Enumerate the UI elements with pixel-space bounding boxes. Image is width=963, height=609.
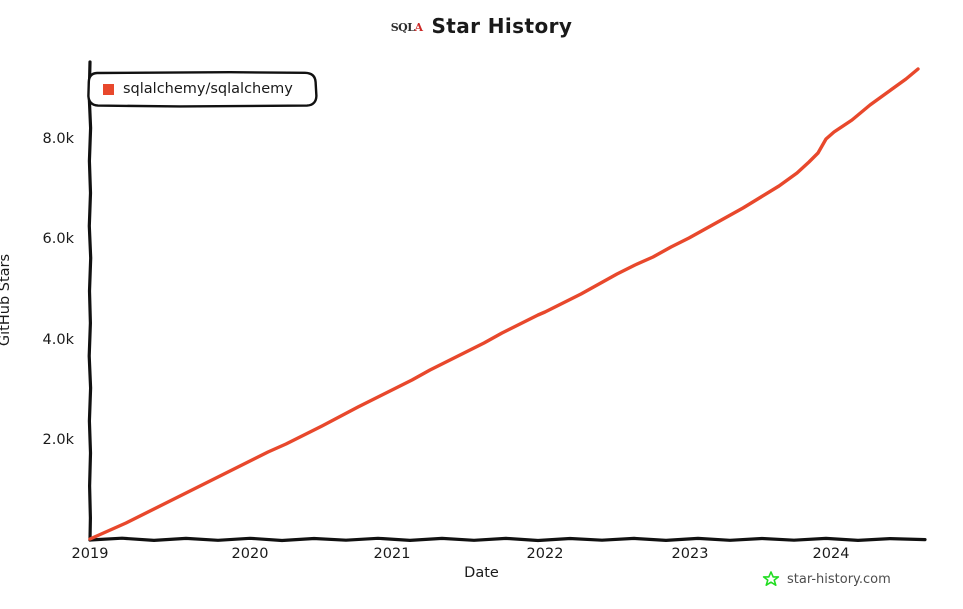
star-icon bbox=[762, 571, 780, 587]
y-tick-label-2k: 2.0k bbox=[42, 432, 74, 448]
x-tick-label-2019: 2019 bbox=[71, 546, 109, 562]
y-tick-label-8k: 8.0k bbox=[42, 131, 74, 147]
page-title: Star History bbox=[431, 14, 573, 38]
y-axis-line bbox=[87, 60, 93, 542]
logo-sql-text: SQL bbox=[390, 20, 415, 34]
y-axis-title: GitHub Stars bbox=[0, 253, 13, 347]
logo-a-text: A bbox=[414, 20, 423, 34]
chart-title-block: SQL A Star History bbox=[0, 14, 963, 38]
x-tick-label-2024: 2024 bbox=[812, 546, 850, 562]
chart-legend[interactable]: sqlalchemy/sqlalchemy bbox=[90, 74, 309, 105]
legend-item-label: sqlalchemy/sqlalchemy bbox=[123, 81, 293, 97]
x-tick-label-2020: 2020 bbox=[231, 546, 269, 562]
x-tick-label-2022: 2022 bbox=[526, 546, 564, 562]
x-tick-label-2021: 2021 bbox=[373, 546, 411, 562]
x-tick-label-2023: 2023 bbox=[671, 546, 709, 562]
watermark-text: star-history.com bbox=[787, 571, 891, 587]
series-line-sqlalchemy bbox=[88, 67, 920, 541]
legend-frame bbox=[87, 71, 318, 108]
x-axis-title: Date bbox=[464, 565, 499, 581]
y-tick-label-4k: 4.0k bbox=[42, 332, 74, 348]
sqlalchemy-logo-icon: SQL A bbox=[391, 22, 423, 33]
y-tick-label-6k: 6.0k bbox=[42, 231, 74, 247]
legend-swatch-icon bbox=[103, 83, 114, 95]
watermark[interactable]: star-history.com bbox=[762, 570, 891, 588]
x-axis-line bbox=[88, 536, 927, 543]
